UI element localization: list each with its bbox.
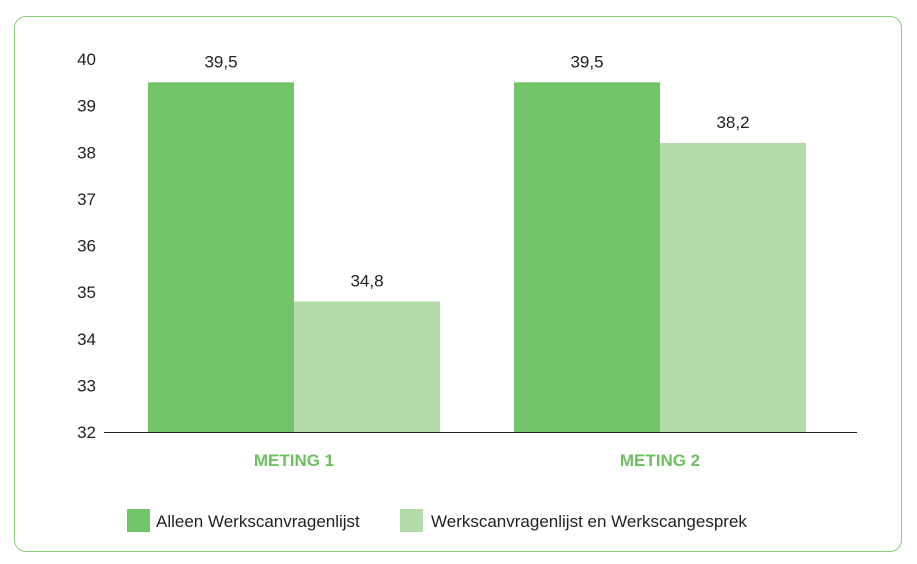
- y-tick-label-37: 37: [77, 190, 96, 209]
- category-labels: METING 1 METING 2: [254, 451, 700, 470]
- bar-1-series-2: [294, 301, 440, 432]
- legend-label-1: Alleen Werkscanvragenlijst: [156, 512, 360, 531]
- bar-1-series-1: [148, 82, 294, 432]
- y-axis-ticks: 32 33 34 35 36 37 38 39 40: [77, 50, 96, 442]
- y-tick-label-32: 32: [77, 423, 96, 442]
- legend-swatch-2: [400, 509, 423, 532]
- category-label-1: METING 1: [254, 451, 334, 470]
- category-label-2: METING 2: [620, 451, 700, 470]
- legend-swatch-1: [127, 509, 150, 532]
- y-tick-label-39: 39: [77, 97, 96, 116]
- legend: Alleen Werkscanvragenlijst Werkscanvragen…: [127, 509, 747, 532]
- y-tick-label-36: 36: [77, 237, 96, 256]
- value-label-1-series-2: 34,8: [350, 271, 383, 290]
- y-tick-label-33: 33: [77, 376, 96, 395]
- value-labels: 39,5 34,8 39,5 38,2: [204, 52, 749, 290]
- value-label-1-series-1: 39,5: [204, 52, 237, 71]
- bar-2-series-1: [514, 82, 660, 432]
- bar-2-series-2: [660, 142, 806, 433]
- bars: [148, 82, 806, 433]
- legend-label-2: Werkscanvragenlijst en Werkscangesprek: [431, 512, 747, 531]
- value-label-2-series-1: 39,5: [570, 52, 603, 71]
- y-tick-label-34: 34: [77, 330, 96, 349]
- y-tick-label-40: 40: [77, 50, 96, 69]
- y-tick-label-35: 35: [77, 283, 96, 302]
- value-label-2-series-2: 38,2: [716, 113, 749, 132]
- y-tick-label-38: 38: [77, 143, 96, 162]
